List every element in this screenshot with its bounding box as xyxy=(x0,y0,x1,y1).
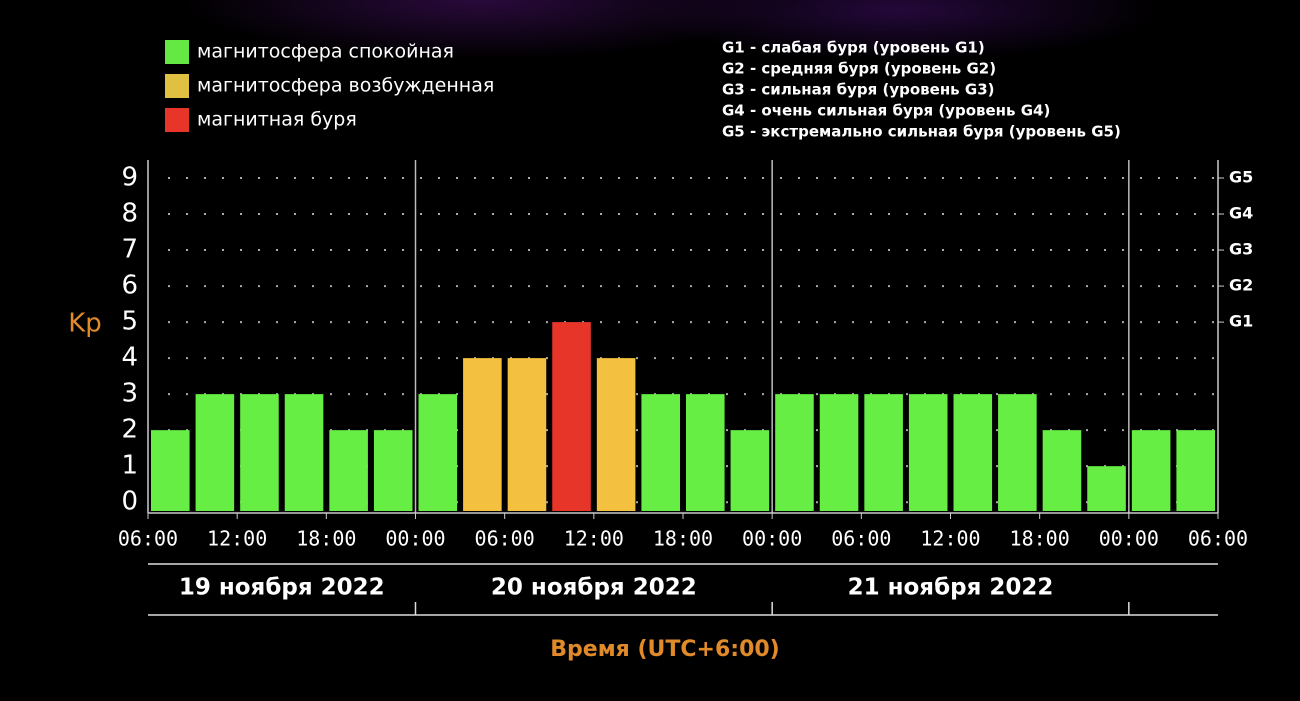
bar xyxy=(463,358,502,511)
y-tick-label: 9 xyxy=(121,163,138,193)
date-label: 21 ноября 2022 xyxy=(848,575,1054,601)
y-tick-label: 8 xyxy=(121,199,138,229)
date-label: 19 ноября 2022 xyxy=(179,575,385,601)
y-tick-label: 7 xyxy=(121,235,138,265)
storm-level-note: G1 - слабая буря (уровень G1) xyxy=(722,39,985,57)
bar xyxy=(596,358,636,511)
storm-level-note: G2 - средняя буря (уровень G2) xyxy=(722,60,996,78)
x-tick-label: 18:00 xyxy=(296,527,356,551)
bar xyxy=(373,430,413,511)
bar xyxy=(775,394,814,511)
legend-label: магнитная буря xyxy=(197,109,357,131)
y-tick-label: 6 xyxy=(121,271,138,301)
bar xyxy=(284,394,324,511)
storm-level-note: G5 - экстремально сильная буря (уровень … xyxy=(722,123,1121,141)
bar xyxy=(151,430,190,511)
bar xyxy=(418,394,458,511)
bar xyxy=(730,430,770,511)
bar xyxy=(1131,430,1171,511)
legend-label: магнитосфера возбужденная xyxy=(197,75,494,97)
legend-label: магнитосфера спокойная xyxy=(197,41,454,63)
bar xyxy=(1042,430,1082,511)
bar xyxy=(195,394,235,511)
y2-tick-label: G2 xyxy=(1229,276,1253,295)
bar xyxy=(1087,466,1126,511)
y-axis-label: Kp xyxy=(68,309,102,339)
x-tick-label: 12:00 xyxy=(564,527,624,551)
legend-swatch xyxy=(165,74,189,98)
y-tick-label: 5 xyxy=(121,307,138,337)
date-label: 20 ноября 2022 xyxy=(491,575,697,601)
y2-tick-label: G1 xyxy=(1229,312,1253,331)
bar xyxy=(908,394,948,511)
x-tick-label: 00:00 xyxy=(385,527,445,551)
x-axis-label: Время (UTC+6:00) xyxy=(550,637,780,662)
bar xyxy=(953,394,993,511)
bar xyxy=(240,394,279,511)
x-tick-label: 00:00 xyxy=(742,527,802,551)
y-tick-label: 1 xyxy=(121,451,138,481)
bar xyxy=(864,394,903,511)
bar xyxy=(998,394,1037,511)
y2-tick-label: G5 xyxy=(1229,168,1253,187)
y2-tick-label: G3 xyxy=(1229,240,1253,259)
bar xyxy=(329,430,368,511)
y-tick-label: 2 xyxy=(121,415,138,445)
x-tick-label: 06:00 xyxy=(1188,527,1248,551)
y2-tick-label: G4 xyxy=(1229,204,1253,223)
y-tick-label: 3 xyxy=(121,379,138,409)
y-tick-label: 0 xyxy=(121,487,138,517)
x-tick-label: 18:00 xyxy=(653,527,713,551)
storm-level-note: G4 - очень сильная буря (уровень G4) xyxy=(722,102,1050,120)
x-tick-label: 06:00 xyxy=(475,527,535,551)
storm-level-note: G3 - сильная буря (уровень G3) xyxy=(722,81,995,99)
x-tick-label: 12:00 xyxy=(920,527,980,551)
bar xyxy=(819,394,859,511)
x-tick-label: 18:00 xyxy=(1010,527,1070,551)
y-tick-label: 4 xyxy=(121,343,138,373)
bar xyxy=(686,394,725,511)
bar xyxy=(552,322,591,511)
legend-swatch xyxy=(165,108,189,132)
bar xyxy=(507,358,547,511)
x-tick-label: 00:00 xyxy=(1099,527,1159,551)
bar xyxy=(1176,430,1215,511)
x-tick-label: 12:00 xyxy=(207,527,267,551)
legend-swatch xyxy=(165,40,189,64)
x-tick-label: 06:00 xyxy=(118,527,178,551)
bar xyxy=(641,394,680,511)
x-tick-label: 06:00 xyxy=(831,527,891,551)
